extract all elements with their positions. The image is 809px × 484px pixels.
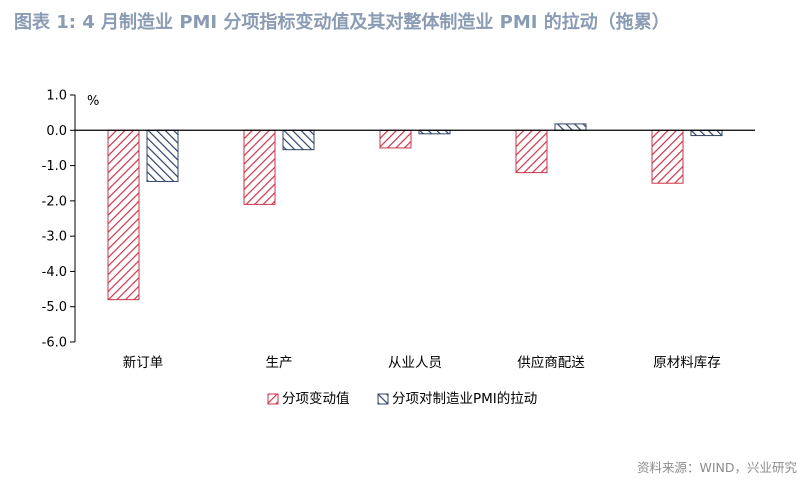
y-unit-label: %	[87, 94, 99, 109]
x-tick-label: 从业人员	[388, 355, 442, 371]
bar-1	[651, 129, 684, 184]
y-tick-label: 0.0	[46, 124, 67, 139]
source-note: 资料来源：WIND，兴业研究	[636, 460, 797, 475]
y-tick-label: 1.0	[46, 89, 67, 104]
y-tick-label: -1.0	[42, 159, 67, 174]
legend-swatch	[267, 393, 279, 405]
y-tick-label: -6.0	[42, 336, 67, 351]
bar-2	[690, 129, 723, 137]
bar-1	[379, 129, 412, 149]
y-tick-label: -4.0	[42, 265, 67, 280]
x-tick-label: 新订单	[123, 355, 164, 371]
legend-swatch	[377, 393, 389, 405]
bar-2	[146, 129, 179, 182]
legend: 分项变动值 分项对制造业PMI的拉动	[267, 391, 537, 407]
bar-2	[282, 129, 315, 151]
x-tick-label: 原材料库存	[653, 355, 721, 371]
bar-2	[554, 123, 587, 131]
y-tick-label: -5.0	[42, 300, 67, 315]
x-tick-label: 供应商配送	[517, 354, 585, 371]
bar-1	[243, 129, 276, 205]
x-tick-label: 生产	[266, 355, 293, 371]
y-tick-label: -2.0	[42, 194, 67, 209]
chart-title: 图表 1: 4 月制造业 PMI 分项指标变动值及其对整体制造业 PMI 的拉动…	[14, 12, 670, 33]
legend-label: 分项对制造业PMI的拉动	[392, 391, 537, 407]
y-tick-label: -3.0	[42, 230, 67, 245]
legend-label: 分项变动值	[282, 391, 350, 407]
bar-1	[515, 129, 548, 174]
bar-1	[107, 129, 140, 301]
